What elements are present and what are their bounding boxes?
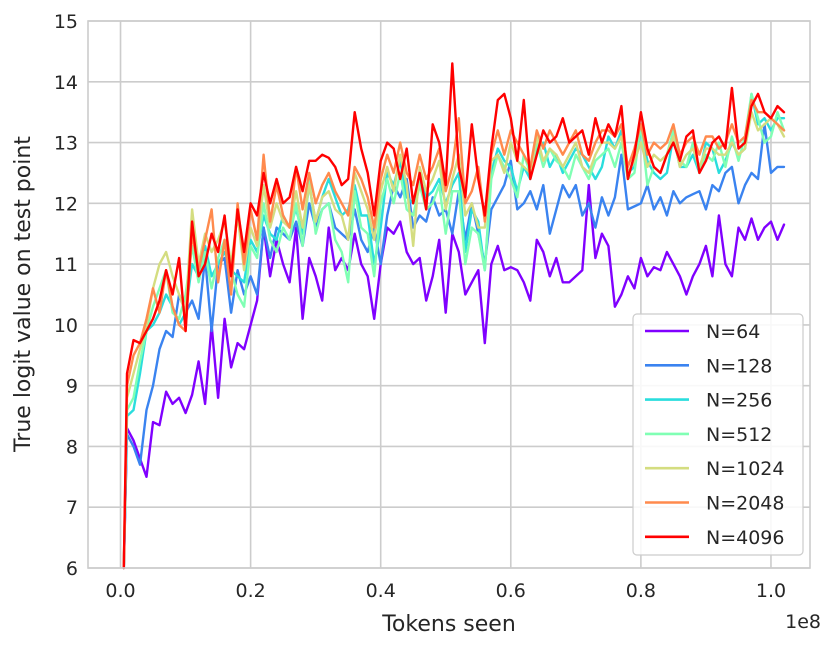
x-tick-label: 0.0 bbox=[105, 580, 135, 602]
series-lines bbox=[122, 62, 786, 570]
series-line-n-2048 bbox=[122, 98, 786, 570]
y-tick-label: 11 bbox=[54, 254, 78, 276]
x-tick-label: 0.6 bbox=[496, 580, 526, 602]
legend-label: N=64 bbox=[706, 321, 760, 343]
legend-label: N=512 bbox=[706, 424, 772, 446]
legend-box bbox=[632, 313, 804, 556]
legend-label: N=4096 bbox=[706, 527, 785, 549]
legend-label: N=2048 bbox=[706, 493, 785, 515]
x-tick-label: 0.2 bbox=[236, 580, 266, 602]
plot-frame bbox=[87, 20, 811, 569]
y-tick-label: 12 bbox=[54, 193, 78, 215]
x-tick-labels: 0.0 0.2 0.4 0.6 0.8 1.0 bbox=[105, 580, 786, 602]
x-offset-text: 1e8 bbox=[785, 611, 821, 633]
series-line-n-128 bbox=[122, 123, 786, 570]
y-tick-label: 10 bbox=[54, 315, 78, 337]
legend: N=64 N=128 N=256 N=512 N=1024 N=2048 N=4096 bbox=[632, 313, 804, 556]
y-tick-label: 6 bbox=[66, 558, 78, 580]
y-tick-label: 9 bbox=[66, 376, 78, 398]
legend-label: N=256 bbox=[706, 390, 772, 412]
y-axis-label: True logit value on test point bbox=[11, 136, 36, 453]
x-tick-label: 0.4 bbox=[366, 580, 396, 602]
x-axis-label: Tokens seen bbox=[381, 612, 516, 637]
legend-label: N=128 bbox=[706, 355, 772, 377]
x-tick-label: 1.0 bbox=[756, 580, 786, 602]
y-tick-labels: 6 7 8 9 10 11 12 13 14 15 bbox=[54, 11, 78, 580]
series-line-n-4096 bbox=[122, 62, 786, 570]
y-tick-label: 13 bbox=[54, 133, 78, 155]
y-tick-label: 7 bbox=[66, 497, 78, 519]
y-tick-label: 15 bbox=[54, 11, 78, 33]
y-tick-label: 14 bbox=[54, 72, 78, 94]
y-tick-label: 8 bbox=[66, 436, 78, 458]
legend-label: N=1024 bbox=[706, 458, 785, 480]
x-tick-label: 0.8 bbox=[626, 580, 656, 602]
legend-items: N=64 N=128 N=256 N=512 N=1024 N=2048 N=4096 bbox=[645, 321, 785, 549]
